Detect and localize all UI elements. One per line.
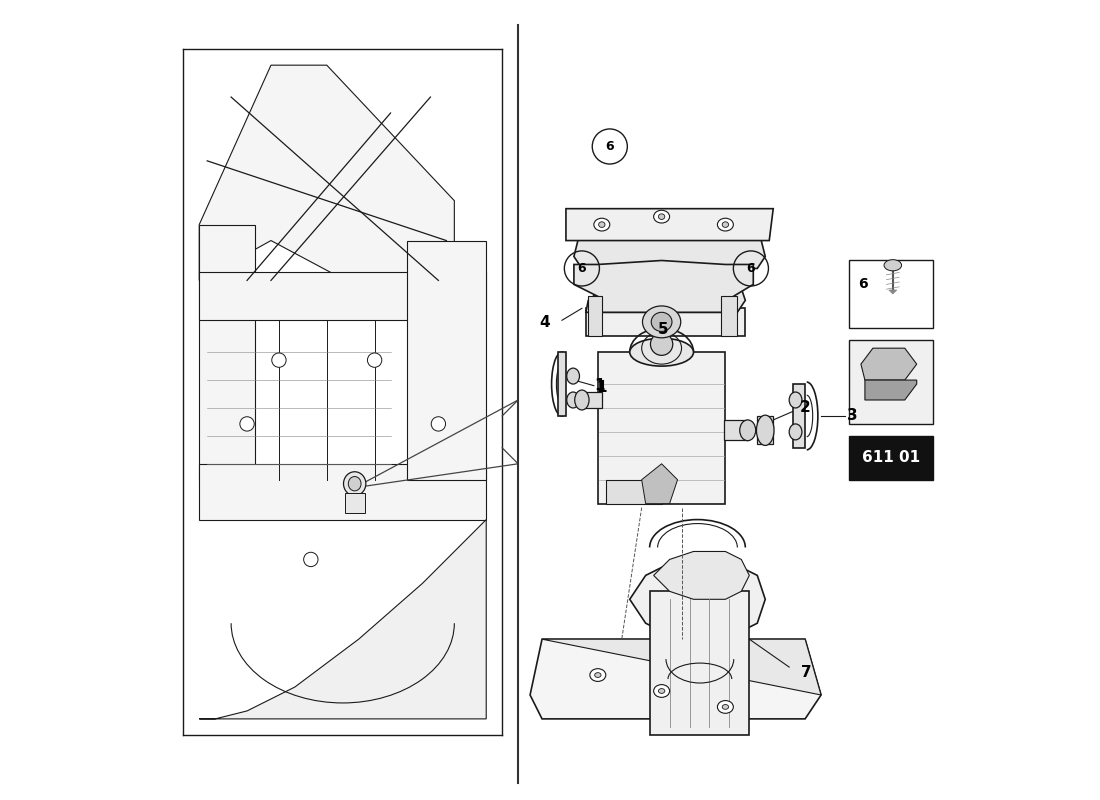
Polygon shape xyxy=(757,416,773,444)
Ellipse shape xyxy=(723,705,728,710)
Polygon shape xyxy=(722,296,737,336)
Text: 5: 5 xyxy=(658,322,669,338)
Ellipse shape xyxy=(659,689,664,694)
Ellipse shape xyxy=(717,701,734,714)
Ellipse shape xyxy=(629,338,693,366)
Polygon shape xyxy=(865,380,916,400)
Ellipse shape xyxy=(598,222,605,227)
Polygon shape xyxy=(586,285,746,312)
Ellipse shape xyxy=(739,420,756,441)
Ellipse shape xyxy=(659,214,664,219)
Ellipse shape xyxy=(642,306,681,338)
Ellipse shape xyxy=(594,218,609,231)
Ellipse shape xyxy=(343,472,366,496)
Polygon shape xyxy=(407,241,486,480)
Polygon shape xyxy=(199,225,255,480)
Polygon shape xyxy=(653,551,749,599)
Text: 6: 6 xyxy=(747,262,756,275)
Polygon shape xyxy=(793,384,805,448)
Ellipse shape xyxy=(566,392,580,408)
Ellipse shape xyxy=(272,353,286,367)
Polygon shape xyxy=(199,519,486,719)
Ellipse shape xyxy=(789,424,802,440)
Polygon shape xyxy=(629,559,766,639)
Polygon shape xyxy=(574,225,766,269)
Ellipse shape xyxy=(717,218,734,231)
Text: 4: 4 xyxy=(539,315,550,330)
Ellipse shape xyxy=(566,368,580,384)
Bar xyxy=(849,436,933,480)
Ellipse shape xyxy=(651,312,672,331)
Polygon shape xyxy=(530,639,821,719)
Polygon shape xyxy=(199,65,454,304)
Ellipse shape xyxy=(650,333,673,355)
Text: 7: 7 xyxy=(801,665,812,680)
Ellipse shape xyxy=(653,210,670,223)
Ellipse shape xyxy=(304,552,318,566)
Polygon shape xyxy=(199,273,486,320)
Polygon shape xyxy=(588,296,602,336)
Ellipse shape xyxy=(653,685,670,698)
Polygon shape xyxy=(861,348,916,380)
Text: 3: 3 xyxy=(847,409,858,423)
Ellipse shape xyxy=(789,392,802,408)
Text: 611 01: 611 01 xyxy=(862,450,921,465)
Text: 6: 6 xyxy=(858,278,868,291)
Bar xyxy=(849,261,933,328)
Polygon shape xyxy=(641,464,678,504)
Polygon shape xyxy=(586,308,746,336)
Polygon shape xyxy=(582,392,602,408)
Polygon shape xyxy=(574,261,754,312)
Polygon shape xyxy=(565,209,773,241)
Ellipse shape xyxy=(574,390,590,410)
Ellipse shape xyxy=(590,669,606,682)
Ellipse shape xyxy=(431,417,446,431)
Ellipse shape xyxy=(367,353,382,367)
Text: 1: 1 xyxy=(594,378,604,393)
Polygon shape xyxy=(199,464,486,519)
Polygon shape xyxy=(542,639,821,695)
Ellipse shape xyxy=(723,222,728,227)
Ellipse shape xyxy=(349,477,361,491)
Text: 6: 6 xyxy=(605,140,614,153)
Polygon shape xyxy=(558,352,565,416)
Text: 1: 1 xyxy=(596,380,607,394)
Ellipse shape xyxy=(595,673,601,678)
Text: 2: 2 xyxy=(800,401,811,415)
Bar xyxy=(345,494,365,514)
Ellipse shape xyxy=(240,417,254,431)
Polygon shape xyxy=(597,352,725,504)
Polygon shape xyxy=(889,290,896,294)
Polygon shape xyxy=(650,591,749,735)
Ellipse shape xyxy=(884,260,902,271)
Polygon shape xyxy=(724,420,748,440)
Ellipse shape xyxy=(757,415,774,446)
Bar xyxy=(849,340,933,424)
Text: 6: 6 xyxy=(578,262,586,275)
Polygon shape xyxy=(606,480,661,504)
